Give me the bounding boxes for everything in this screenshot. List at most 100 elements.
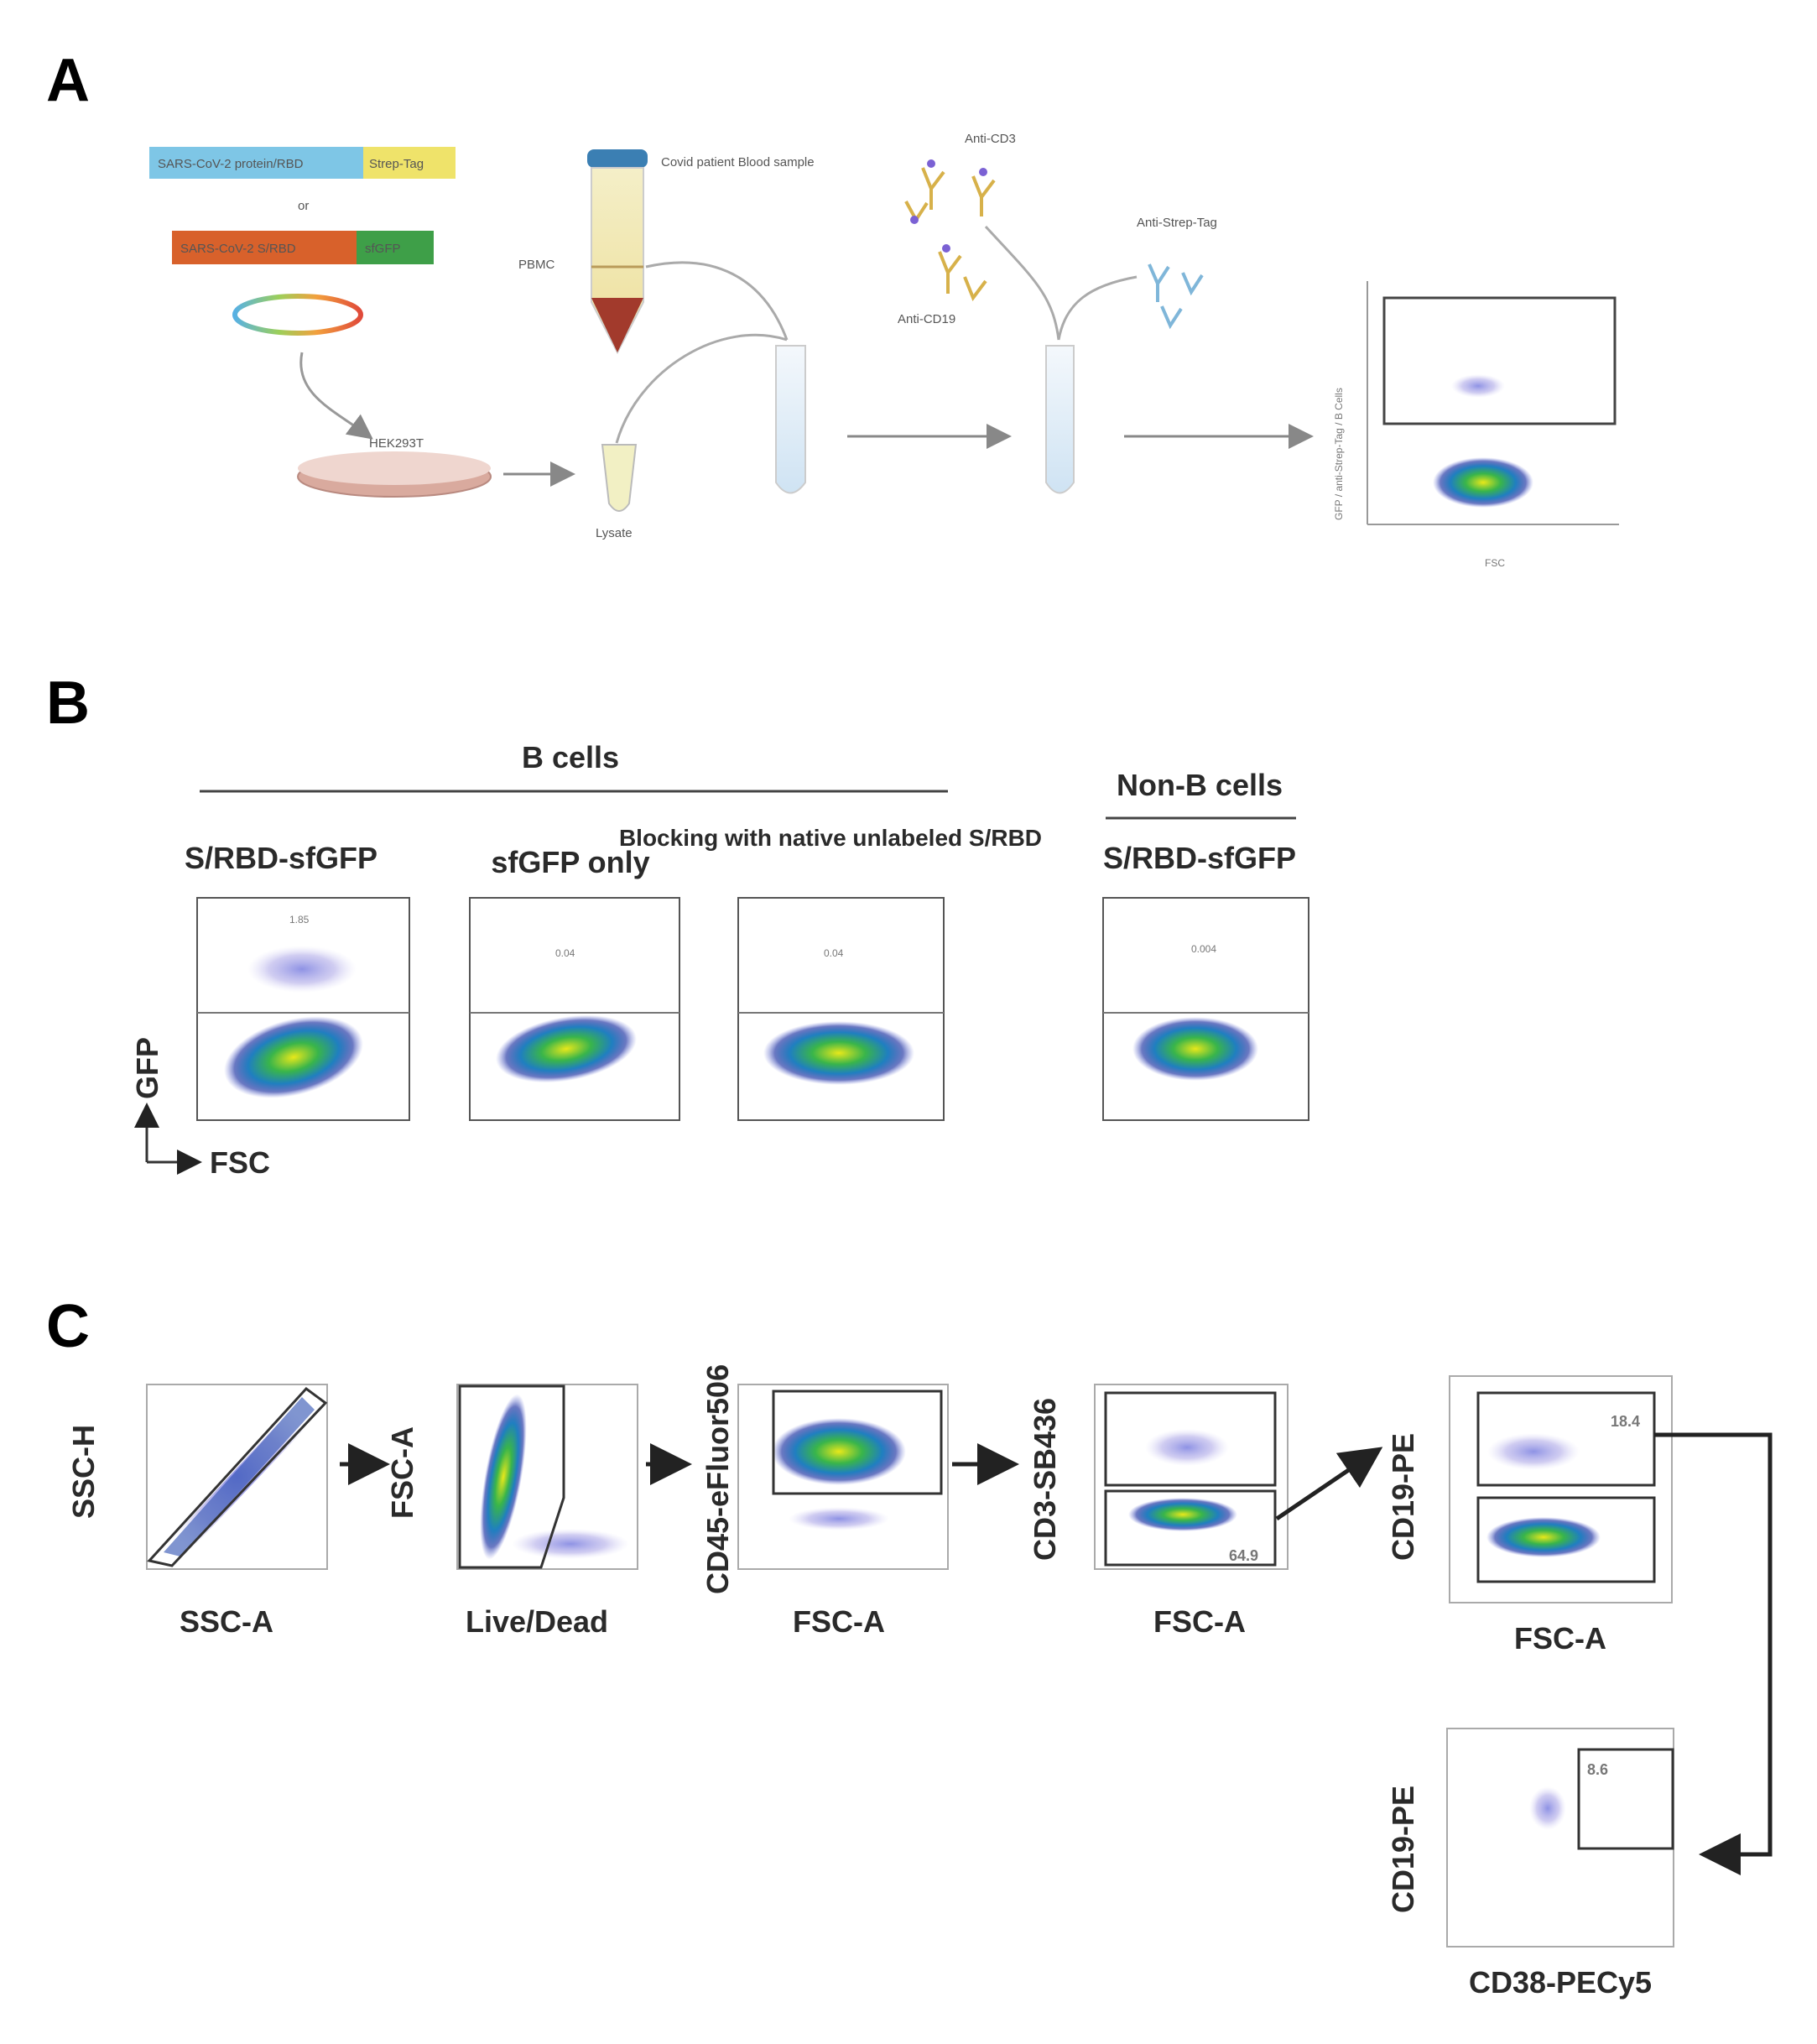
c-plot-5-gate-top	[1476, 1391, 1656, 1487]
nonb-cells-group-label: Non-B cells	[1117, 768, 1283, 802]
construct-top-box	[149, 147, 363, 179]
b-plot-1-positive-population	[247, 946, 357, 993]
c-plot-4-cd3-population	[1145, 1429, 1229, 1466]
b-axis-y-label: GFP	[130, 1037, 164, 1099]
panel-a-letter: A	[46, 47, 90, 114]
antibody-cluster: Anti-CD3 Anti-CD19 Anti-Strep-Tag	[898, 132, 1217, 341]
c-plot-6-gate-value: 8.6	[1587, 1761, 1608, 1778]
c-plot-2-y-label: FSC-A	[385, 1426, 419, 1519]
c-plot-4-gate-bottom	[1104, 1489, 1277, 1567]
c-plot-6-y-label: CD19-PE	[1386, 1786, 1420, 1913]
b-plot-1-gate-value: 1.85	[289, 914, 310, 926]
b-plot-1: 1.85	[196, 897, 410, 1121]
c-plot-5-cd19-population	[1487, 1433, 1580, 1470]
cells-label: HEK293T	[369, 436, 424, 451]
construct-bottom-label: SARS-CoV-2 S/RBD	[180, 242, 296, 256]
blood-tube-cap-icon	[587, 149, 648, 168]
c-plot-5-gate-value: 18.4	[1611, 1413, 1640, 1430]
construct-top-tag-label: Strep-Tag	[369, 157, 424, 171]
b-plot-2-title: sfGFP only	[491, 845, 649, 879]
c-plot-1-x-label: SSC-A	[180, 1604, 273, 1639]
c-plot-3: CD45-eFluor506 FSC-A	[700, 1364, 1019, 1639]
lysate-label: Lysate	[596, 526, 633, 540]
c-plot-2-live-population	[480, 1394, 527, 1560]
c-arrow-4	[1275, 1447, 1383, 1521]
c-plot-1-gate	[147, 1386, 328, 1567]
lysate-tube: Lysate	[596, 444, 638, 540]
mix-tube-1	[775, 345, 1012, 494]
c-plot-6-gate	[1577, 1748, 1674, 1850]
construct-bottom-tag-label: sfGFP	[365, 242, 401, 256]
dish-top-icon	[298, 451, 491, 485]
c-plot-6-population	[1529, 1786, 1566, 1830]
pbmc-label: PBMC	[518, 258, 555, 272]
b-plot-2-population	[496, 1014, 637, 1083]
b-cells-group-label: B cells	[522, 740, 619, 774]
construct-or-label: or	[298, 199, 309, 213]
c-plot-3-x-label: FSC-A	[793, 1604, 885, 1639]
blood-tube: Covid patient Blood sample PBMC	[518, 149, 815, 444]
c-plot-1: SSC-H SSC-A	[66, 1384, 390, 1639]
c-plot-4: 64.9 CD3-SB436 FSC-A	[1028, 1384, 1383, 1639]
panel-a-gate	[1382, 296, 1617, 425]
b-plot-4: 0.004	[1102, 897, 1309, 1121]
panel-a-population-upper	[1451, 374, 1505, 398]
construct-bottom-box	[172, 231, 357, 264]
anti-cd19-label: Anti-CD19	[898, 312, 955, 326]
c-plot-6: 8.6 CD19-PE CD38-PECy5	[1386, 1728, 1674, 2000]
panel-a: A SARS-CoV-2 protein/RBD Strep-Tag or SA…	[46, 47, 1619, 569]
blood-sample-label: Covid patient Blood sample	[661, 155, 815, 169]
antibody-line-right	[1057, 275, 1138, 341]
c-plot-3-gate	[772, 1390, 943, 1495]
construct-bottom-tag-box	[357, 231, 434, 264]
panel-a-plot: GFP / anti-Strep-Tag / B Cells FSC	[1333, 281, 1619, 569]
panel-a-plot-y-label: GFP / anti-Strep-Tag / B Cells	[1333, 388, 1345, 520]
c-plot-5-y-label: CD19-PE	[1386, 1433, 1420, 1561]
c-plot-4-gate-top	[1104, 1391, 1277, 1487]
blood-pellet-icon	[591, 298, 643, 352]
panel-c-letter: C	[46, 1293, 90, 1360]
b-axis-key: GFP FSC	[130, 1037, 270, 1180]
c-plot-3-y-label: CD45-eFluor506	[700, 1364, 735, 1594]
c-plot-2: FSC-A Live/Dead	[385, 1384, 692, 1639]
b-plot-3-population	[763, 1021, 914, 1085]
b-plot-2: 0.04	[469, 897, 680, 1121]
cell-dish: HEK293T	[297, 436, 575, 498]
mix-tube-2-icon	[1045, 345, 1075, 494]
c-plot-4-noncd3-population	[1128, 1498, 1237, 1531]
pbmc-transfer-line	[645, 261, 789, 341]
b-plot-3-gate-value: 0.04	[824, 947, 844, 959]
b-plot-3: 0.04	[737, 897, 945, 1121]
c-plot-2-gate	[458, 1384, 565, 1569]
strep-antibody-icons	[1148, 263, 1204, 330]
c-plot-6-x-label: CD38-PECy5	[1469, 1965, 1652, 2000]
b-axis-x-label: FSC	[210, 1145, 270, 1180]
c-plot-3-cd45-population	[772, 1418, 906, 1485]
antibody-line-left	[984, 225, 1060, 341]
fluor-dots	[910, 159, 987, 253]
b-plot-2-gate-value: 0.04	[555, 947, 575, 959]
construct-top-tag-box	[363, 147, 456, 179]
c-plot-5-noncd19-population	[1486, 1517, 1601, 1557]
antibody-icons	[904, 167, 996, 302]
c-plot-4-x-label: FSC-A	[1153, 1604, 1246, 1639]
construct-diagram: SARS-CoV-2 protein/RBD Strep-Tag or SARS…	[149, 147, 456, 440]
transfect-arrow	[299, 352, 373, 440]
b-plot-1-title: S/RBD-sfGFP	[185, 841, 377, 875]
panel-b: B B cells Non-B cells S/RBD-sfGFP 1.85 s…	[46, 670, 1309, 1180]
mix-tube-2	[1045, 345, 1314, 494]
construct-top-label: SARS-CoV-2 protein/RBD	[158, 157, 304, 171]
c-plot-5-x-label: FSC-A	[1514, 1621, 1606, 1656]
b-plot-4-population	[1132, 1017, 1258, 1081]
panel-a-population-lower	[1433, 457, 1533, 508]
c-plot-2-dead-population	[512, 1529, 629, 1559]
anti-strep-label: Anti-Strep-Tag	[1137, 216, 1217, 230]
c-arrow-5	[1654, 1432, 1773, 1875]
plasmid-icon	[232, 294, 363, 336]
c-plot-2-x-label: Live/Dead	[466, 1604, 608, 1639]
c-plot-3-negative-population	[789, 1507, 889, 1530]
c-plot-4-gate-value: 64.9	[1229, 1547, 1258, 1564]
panel-a-plot-x-label: FSC	[1485, 557, 1505, 569]
anti-cd3-label: Anti-CD3	[965, 132, 1016, 146]
c-plot-4-y-label: CD3-SB436	[1028, 1398, 1062, 1561]
